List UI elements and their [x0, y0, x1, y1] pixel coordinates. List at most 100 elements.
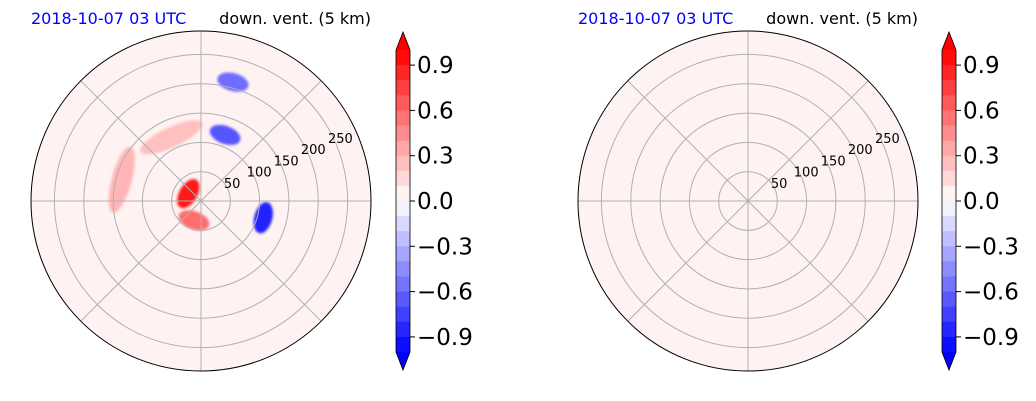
polar-plot-area: [578, 31, 918, 371]
colorbar-segment: [396, 291, 410, 308]
colorbar-segment: [396, 140, 410, 157]
radial-tick-50: 50: [771, 177, 788, 192]
colorbar-segment: [942, 170, 956, 187]
colorbar-segment: [942, 50, 956, 66]
colorbar-segment: [396, 95, 410, 111]
chart-title-left: 2018-10-07 03 UTC: [578, 9, 733, 28]
colorbar-segment: [942, 65, 956, 81]
colorbar-outline: [941, 30, 957, 372]
colorbar-segment: [396, 201, 410, 217]
radial-tick-250: 250: [328, 132, 353, 147]
polar-grid: [31, 31, 371, 371]
colorbar-segment: [396, 170, 410, 187]
colorbar-segment: [942, 306, 956, 323]
radial-tick-250: 250: [875, 132, 900, 147]
panel-left: 2018-10-07 03 UTC down. vent. (5 km) 50 1…: [30, 9, 473, 372]
colorbar-segment: [942, 185, 956, 202]
colorbar-segment: [942, 80, 956, 96]
colorbar-segment: [942, 321, 956, 338]
colorbar-segment: [396, 216, 410, 232]
colorbar-segment: [942, 276, 956, 293]
colorbar-extend-max: [396, 32, 410, 50]
colorbar-segment: [942, 231, 956, 247]
colorbar-segment: [396, 321, 410, 338]
colorbar-tick-label: 0.0: [417, 189, 454, 215]
field-patch-1: [140, 120, 203, 155]
radial-tick-100: 100: [794, 166, 819, 181]
colorbar-tick-label: 0.6: [417, 98, 454, 124]
colorbar-segment: [396, 110, 410, 126]
colorbar: 0.9 0.6 0.3 0.0 −0.3 −0.6 −0.9: [395, 30, 473, 372]
grid-spoke-315: [747, 200, 869, 322]
colorbar-tick-label: −0.6: [417, 280, 473, 306]
chart-title-left: 2018-10-07 03 UTC: [31, 9, 186, 28]
colorbar-segment: [396, 246, 410, 262]
radial-tick-150: 150: [274, 154, 299, 169]
colorbar: 0.9 0.6 0.3 0.0 −0.3 −0.6 −0.9: [941, 30, 1019, 372]
radial-tick-200: 200: [301, 143, 326, 158]
colorbar-segment: [942, 261, 956, 277]
colorbar-tick-label: 0.0: [963, 189, 1000, 215]
colorbar-segment: [396, 336, 410, 353]
radial-tick-150: 150: [821, 154, 846, 169]
colorbar-segment: [396, 125, 410, 142]
colorbar-tick-label: 0.3: [417, 144, 454, 170]
colorbar-segment: [942, 246, 956, 262]
colorbar-extend-max: [942, 32, 956, 50]
colorbar-segment: [396, 80, 410, 96]
colorbar-segment: [396, 231, 410, 247]
colorbar-tick-label: 0.9: [417, 53, 454, 79]
colorbar-tick-label: −0.6: [963, 280, 1019, 306]
colorbar-segment: [942, 95, 956, 111]
chart-title-right: down. vent. (5 km): [766, 9, 918, 28]
colorbar-outline: [395, 30, 411, 372]
grid-spoke-135: [80, 80, 202, 202]
colorbar-tick-label: 0.3: [963, 144, 1000, 170]
colorbar-tick-label: 0.9: [963, 53, 1000, 79]
colorbar-segment: [396, 65, 410, 81]
colorbar-tick-label: −0.3: [963, 234, 1019, 260]
panel-right: 2018-10-07 03 UTC down. vent. (5 km) 50 1…: [577, 9, 1019, 372]
colorbar-segment: [942, 201, 956, 217]
colorbar-segment: [942, 216, 956, 232]
grid-spoke-315: [200, 200, 322, 322]
colorbar-segment: [942, 110, 956, 126]
colorbar-segment: [396, 306, 410, 323]
grid-spoke-225: [627, 200, 749, 322]
polar-frame: [577, 30, 919, 372]
field-patch-6: [217, 72, 249, 92]
radial-tick-200: 200: [848, 143, 873, 158]
grid-spoke-135: [627, 80, 749, 202]
grid-spoke-45: [747, 80, 869, 202]
colorbar-tick-label: −0.9: [417, 325, 473, 351]
colorbar-segment: [942, 125, 956, 142]
colorbar-tick-label: 0.6: [963, 98, 1000, 124]
colorbar-segment: [396, 276, 410, 293]
polar-frame: [30, 30, 372, 372]
grid-spoke-45: [200, 80, 322, 202]
field-patch-5: [253, 202, 273, 234]
colorbar-segment: [942, 336, 956, 353]
field-patches: [108, 72, 273, 234]
field-patch-4: [209, 124, 241, 145]
chart-title-right: down. vent. (5 km): [219, 9, 371, 28]
colorbar-segment: [396, 185, 410, 202]
radial-tick-50: 50: [224, 177, 241, 192]
colorbar-extend-min: [396, 352, 410, 370]
colorbar-segment: [396, 261, 410, 277]
colorbar-segment: [942, 140, 956, 157]
colorbar-segment: [942, 155, 956, 172]
colorbar-tick-label: −0.9: [963, 325, 1019, 351]
colorbar-segment: [396, 155, 410, 172]
grid-spoke-225: [80, 200, 202, 322]
polar-grid: [578, 31, 918, 371]
colorbar-tick-label: −0.3: [417, 234, 473, 260]
colorbar-extend-min: [942, 352, 956, 370]
polar-plot-area: [31, 31, 371, 371]
radial-tick-100: 100: [247, 166, 272, 181]
colorbar-segment: [396, 50, 410, 66]
field-patch-2: [108, 146, 135, 213]
colorbar-segment: [942, 291, 956, 308]
